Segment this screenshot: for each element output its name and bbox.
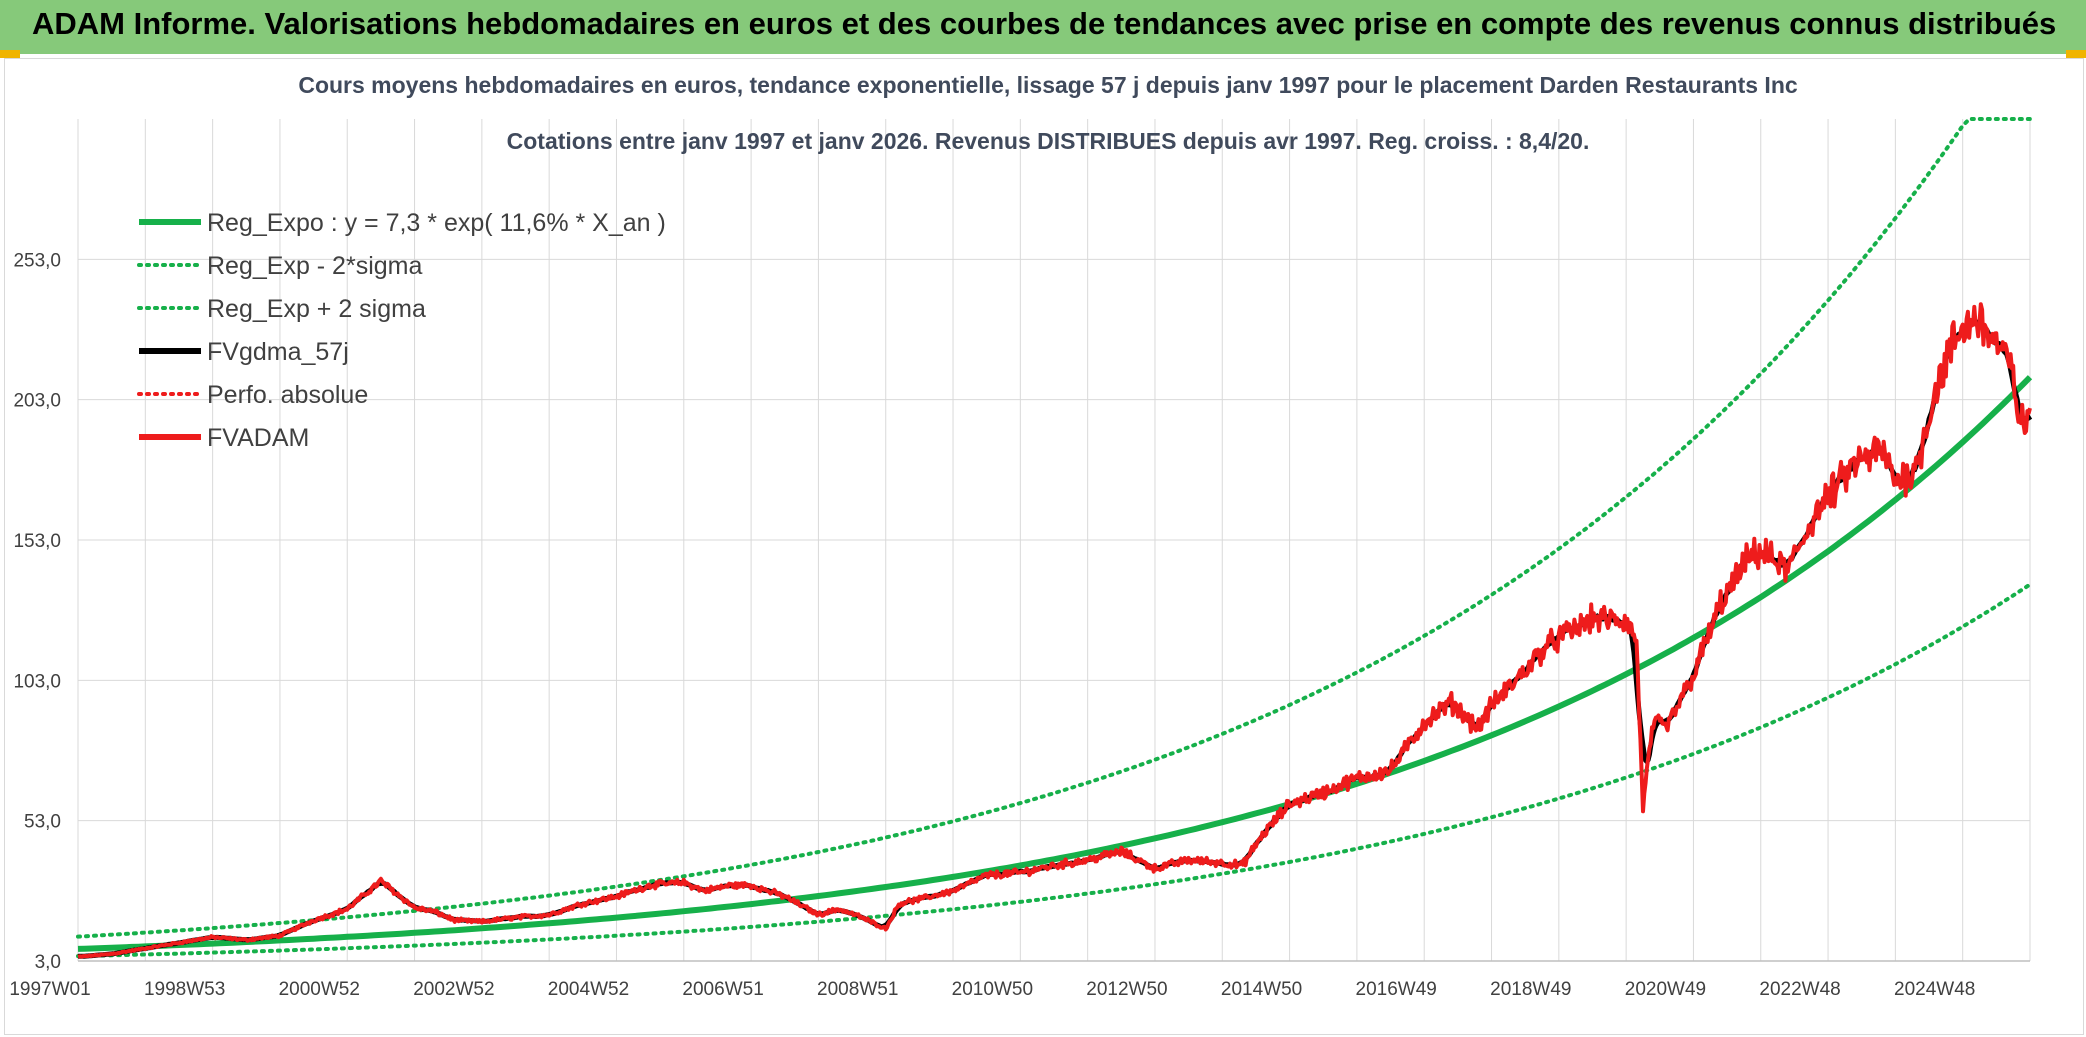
y-axis-ticks: 3,0 53,0 103,0 153,0 203,0 253,0 [13, 250, 61, 973]
legend-label: Perfo. absolue [207, 381, 368, 409]
page-title: ADAM Informe. Valorisations hebdomadaire… [32, 6, 2057, 41]
x-tick-label: 2014W50 [1221, 979, 1302, 1000]
x-tick-label: 2004W52 [548, 979, 629, 1000]
x-tick-label: 2012W50 [1086, 979, 1167, 1000]
x-tick-label: 2010W50 [952, 979, 1033, 1000]
legend-label: Reg_Exp + 2 sigma [207, 295, 426, 323]
corner-accent-right [2066, 50, 2086, 58]
x-tick-label: 2018W49 [1490, 979, 1571, 1000]
legend-label: FVADAM [207, 424, 309, 452]
y-tick-label: 53,0 [24, 812, 61, 833]
series-lines [76, 117, 2033, 959]
x-tick-label: 2022W48 [1759, 979, 1840, 1000]
series-reg-exp-plus-2sigma [76, 117, 2032, 939]
header-banner: ADAM Informe. Valorisations hebdomadaire… [0, 0, 2086, 54]
x-tick-label: 2006W51 [682, 979, 763, 1000]
y-tick-label: 3,0 [35, 952, 61, 973]
x-tick-label: 2002W52 [413, 979, 494, 1000]
x-tick-label: 1998W53 [144, 979, 225, 1000]
series-fvadam [77, 302, 2032, 959]
x-tick-label: 2024W48 [1894, 979, 1975, 1000]
series-reg-expo [77, 375, 2033, 952]
y-tick-label: 153,0 [13, 531, 61, 552]
gridlines [77, 119, 2031, 962]
x-tick-label: 2020W49 [1625, 979, 1706, 1000]
chart-canvas: Cours moyens hebdomadaires en euros, ten… [9, 72, 2033, 1000]
corner-accent-left [0, 50, 20, 58]
x-axis-ticks: 1997W01 1998W53 2000W52 2002W52 2004W52 2006W… [9, 979, 1975, 1000]
x-tick-label: 1997W01 [9, 979, 90, 1000]
y-tick-label: 253,0 [13, 250, 61, 271]
x-tick-label: 2016W49 [1356, 979, 1437, 1000]
x-tick-label: 2008W51 [817, 979, 898, 1000]
chart-area: Cours moyens hebdomadaires en euros, ten… [4, 58, 2084, 1035]
y-tick-label: 203,0 [13, 391, 61, 412]
series-reg-exp-minus-2sigma [76, 582, 2032, 959]
legend-label: Reg_Exp - 2*sigma [207, 252, 422, 280]
legend: Reg_Expo : y = 7,3 * exp( 11,6% * X_an )… [137, 209, 666, 452]
chart-subtitle: Cotations entre janv 1997 et janv 2026. … [507, 128, 1590, 154]
x-tick-label: 2000W52 [279, 979, 360, 1000]
y-tick-label: 103,0 [13, 671, 61, 692]
chart-title: Cours moyens hebdomadaires en euros, ten… [298, 72, 1798, 98]
legend-label: FVgdma_57j [207, 338, 349, 366]
legend-label: Reg_Expo : y = 7,3 * exp( 11,6% * X_an ) [207, 209, 666, 237]
